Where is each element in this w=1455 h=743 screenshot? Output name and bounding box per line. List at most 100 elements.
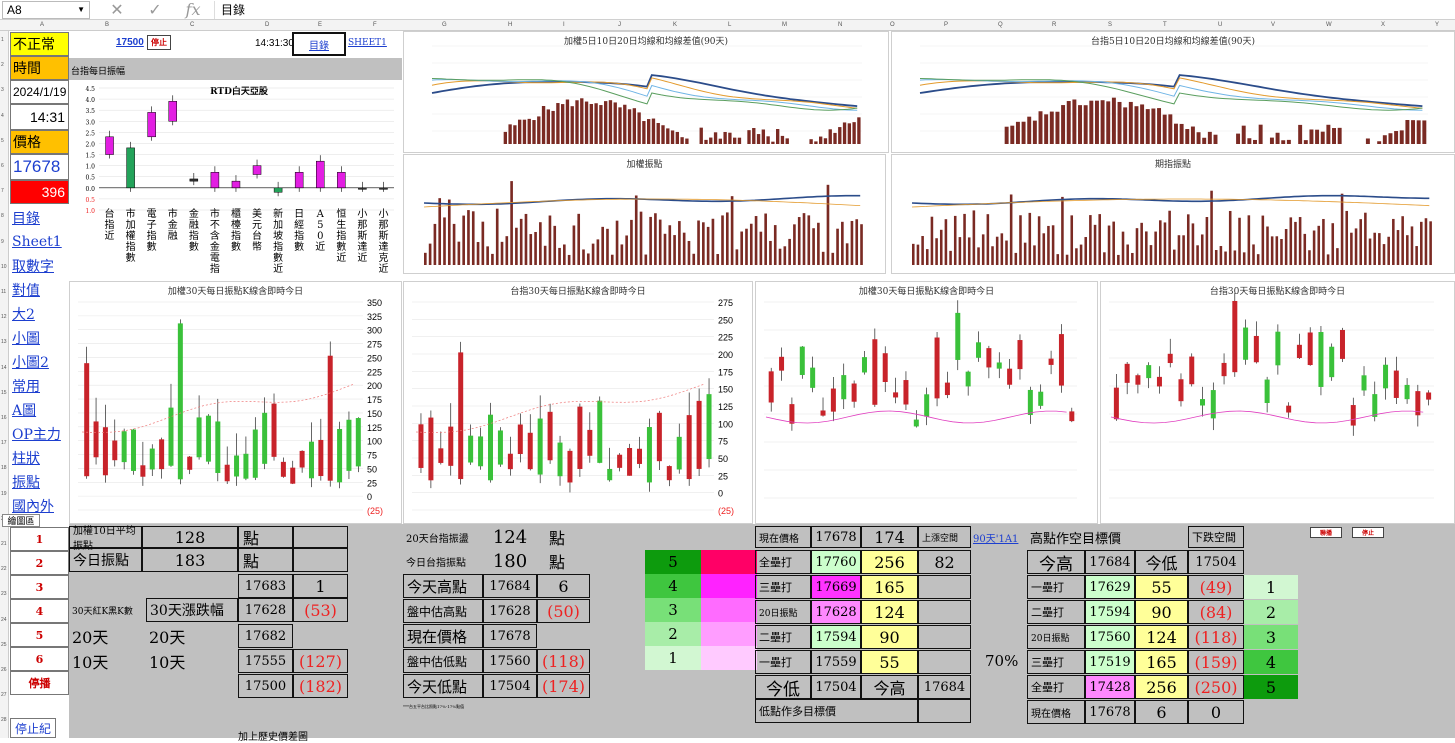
control-button[interactable]: 聯播	[1310, 527, 1342, 538]
row-header[interactable]: 11	[1, 289, 7, 295]
candle	[1038, 391, 1044, 406]
sheet-link[interactable]: 對值	[12, 283, 40, 299]
row-header[interactable]: 27	[1, 692, 7, 699]
candle	[567, 450, 573, 483]
column-header[interactable]: X	[1381, 22, 1386, 28]
row-header[interactable]: 2	[1, 62, 4, 69]
bar	[1168, 210, 1171, 265]
row-header[interactable]: 14	[1, 364, 7, 371]
stop-button[interactable]: 停止	[147, 35, 171, 50]
column-header[interactable]: V	[1271, 22, 1276, 28]
column-header[interactable]: S	[1108, 22, 1113, 28]
sheet-link[interactable]: 國內外	[12, 499, 54, 515]
grid-cell	[918, 575, 971, 599]
column-header[interactable]: C	[190, 22, 195, 28]
column-header[interactable]: B	[105, 22, 110, 28]
cancel-icon[interactable]: ✕	[110, 1, 124, 19]
90day-link[interactable]: 90天'1A1	[973, 534, 1019, 545]
confirm-icon[interactable]: ✓	[148, 1, 162, 19]
column-header[interactable]: H	[508, 22, 513, 28]
candle	[252, 429, 258, 478]
directory-link[interactable]: 目錄	[292, 32, 346, 56]
page-button[interactable]: 3	[10, 575, 69, 599]
row-header[interactable]: 13	[1, 339, 7, 346]
row-header[interactable]: 5	[1, 137, 4, 144]
row-header[interactable]: 15	[1, 389, 7, 396]
page-button[interactable]: 1	[10, 527, 69, 551]
page-button[interactable]: 4	[10, 599, 69, 623]
row-header[interactable]: 24	[1, 616, 7, 623]
row-header[interactable]: 28	[1, 717, 7, 724]
column-header[interactable]: R	[1052, 22, 1057, 28]
column-header[interactable]: J	[618, 22, 621, 28]
sheet-link[interactable]: 小圖2	[12, 355, 49, 371]
row-header[interactable]: 10	[1, 263, 7, 270]
bar	[467, 210, 470, 265]
column-header[interactable]: D	[265, 22, 270, 28]
row-header[interactable]: 3	[1, 87, 4, 94]
page-button[interactable]: 5	[10, 623, 69, 647]
column-header[interactable]: K	[673, 22, 678, 28]
row-header[interactable]: 17	[1, 440, 7, 447]
sheet-link[interactable]: 目錄	[12, 211, 40, 227]
row-header[interactable]: 4	[1, 112, 4, 119]
formula-input[interactable]: 目錄	[214, 0, 1455, 19]
sheet-link[interactable]: 振點	[12, 475, 40, 491]
name-box[interactable]: A8 ▼	[2, 0, 90, 19]
grid-cell: 今高	[861, 675, 918, 699]
y-tick: 175	[718, 367, 733, 377]
bar	[433, 223, 437, 265]
amp-chart-weighted: 加權振點	[403, 154, 886, 274]
row-header[interactable]: 7	[1, 188, 4, 195]
row-header[interactable]: 18	[1, 465, 7, 472]
column-header[interactable]: M	[782, 22, 787, 28]
sheet-link[interactable]: 取數字	[12, 259, 54, 275]
row-header[interactable]: 9	[1, 238, 4, 245]
column-header[interactable]: Q	[998, 22, 1003, 28]
sheet1-link[interactable]: SHEET1	[348, 38, 387, 48]
row-header[interactable]: 25	[1, 641, 7, 648]
column-header[interactable]: N	[838, 22, 843, 28]
sheet-link[interactable]: 常用	[12, 379, 40, 395]
function-icon[interactable]: fx	[185, 0, 201, 19]
column-header[interactable]: I	[563, 22, 565, 28]
column-header[interactable]: Y	[1435, 22, 1440, 28]
sheet-link[interactable]: 大2	[12, 307, 35, 323]
row-header[interactable]: 21	[1, 541, 7, 547]
page-button[interactable]: 2	[10, 551, 69, 575]
sheet-link[interactable]: 小圖	[12, 331, 40, 347]
grid-cell: 17669	[811, 575, 861, 599]
page-button[interactable]: 停播	[10, 671, 69, 695]
column-header[interactable]: A	[40, 22, 45, 28]
column-header[interactable]: G	[442, 22, 447, 28]
sheet-link[interactable]: A圖	[12, 403, 37, 419]
row-header[interactable]: 19	[1, 490, 7, 497]
column-header[interactable]: W	[1326, 22, 1332, 28]
page-button[interactable]: 6	[10, 647, 69, 671]
code-link[interactable]: 17500	[116, 37, 144, 48]
column-header[interactable]: L	[728, 22, 732, 28]
sheet-link[interactable]: Sheet1	[12, 234, 62, 250]
column-header[interactable]: F	[373, 22, 377, 28]
bar	[1396, 230, 1400, 265]
row-header[interactable]: 8	[1, 213, 4, 220]
row-header[interactable]: 12	[1, 314, 7, 321]
sheet-link[interactable]: OP主力	[12, 427, 61, 443]
time-cell: 14:31	[10, 104, 69, 130]
row-header[interactable]: 23	[1, 591, 7, 598]
column-header[interactable]: O	[890, 22, 895, 28]
stop-record-button[interactable]: 停止紀	[10, 718, 56, 738]
row-header[interactable]: 6	[1, 163, 4, 169]
sheet-link[interactable]: 柱狀	[12, 451, 40, 467]
row-header[interactable]: 26	[1, 667, 7, 673]
row-header[interactable]: 1	[1, 37, 4, 43]
column-header[interactable]: U	[1218, 22, 1223, 28]
column-header[interactable]: E	[318, 22, 323, 28]
column-header[interactable]: T	[1163, 22, 1167, 28]
bar	[438, 198, 442, 265]
candle	[872, 339, 878, 405]
control-button[interactable]: 停止	[1352, 527, 1384, 538]
row-header[interactable]: 22	[1, 566, 7, 573]
column-header[interactable]: P	[944, 22, 949, 28]
row-header[interactable]: 16	[1, 415, 7, 421]
